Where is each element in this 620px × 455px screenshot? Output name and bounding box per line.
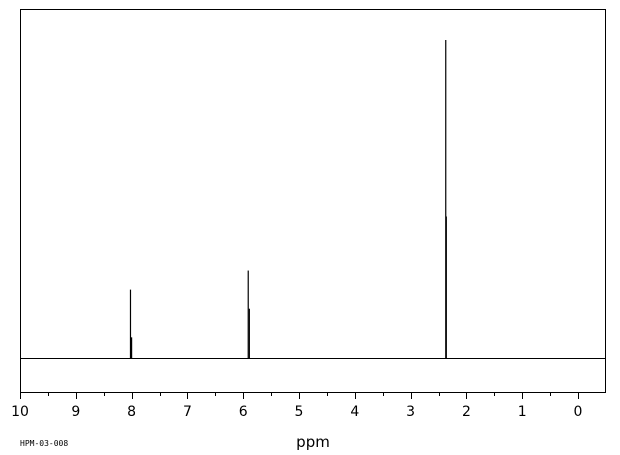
- x-axis-tick-labels: 10 9 8 7 6 5 4 3 2 1 0: [11, 404, 582, 420]
- spectrum-peaks: [129, 40, 447, 358]
- x-tick-label-4: 4: [350, 404, 359, 420]
- spectrum-code-label: HPM-03-008: [20, 439, 68, 448]
- x-tick-label-7: 7: [183, 404, 192, 420]
- x-axis-ticks: [20, 392, 579, 399]
- x-tick-label-1: 1: [518, 404, 527, 420]
- x-tick-label-0: 0: [574, 404, 583, 420]
- x-tick-label-2: 2: [462, 404, 471, 420]
- x-tick-label-8: 8: [127, 404, 136, 420]
- plot-frame: [20, 9, 606, 393]
- x-axis-title: ppm: [296, 433, 330, 451]
- x-tick-label-6: 6: [239, 404, 248, 420]
- x-tick-label-3: 3: [406, 404, 415, 420]
- x-tick-label-9: 9: [71, 404, 80, 420]
- x-tick-label-5: 5: [295, 404, 304, 420]
- x-tick-label-10: 10: [11, 404, 29, 420]
